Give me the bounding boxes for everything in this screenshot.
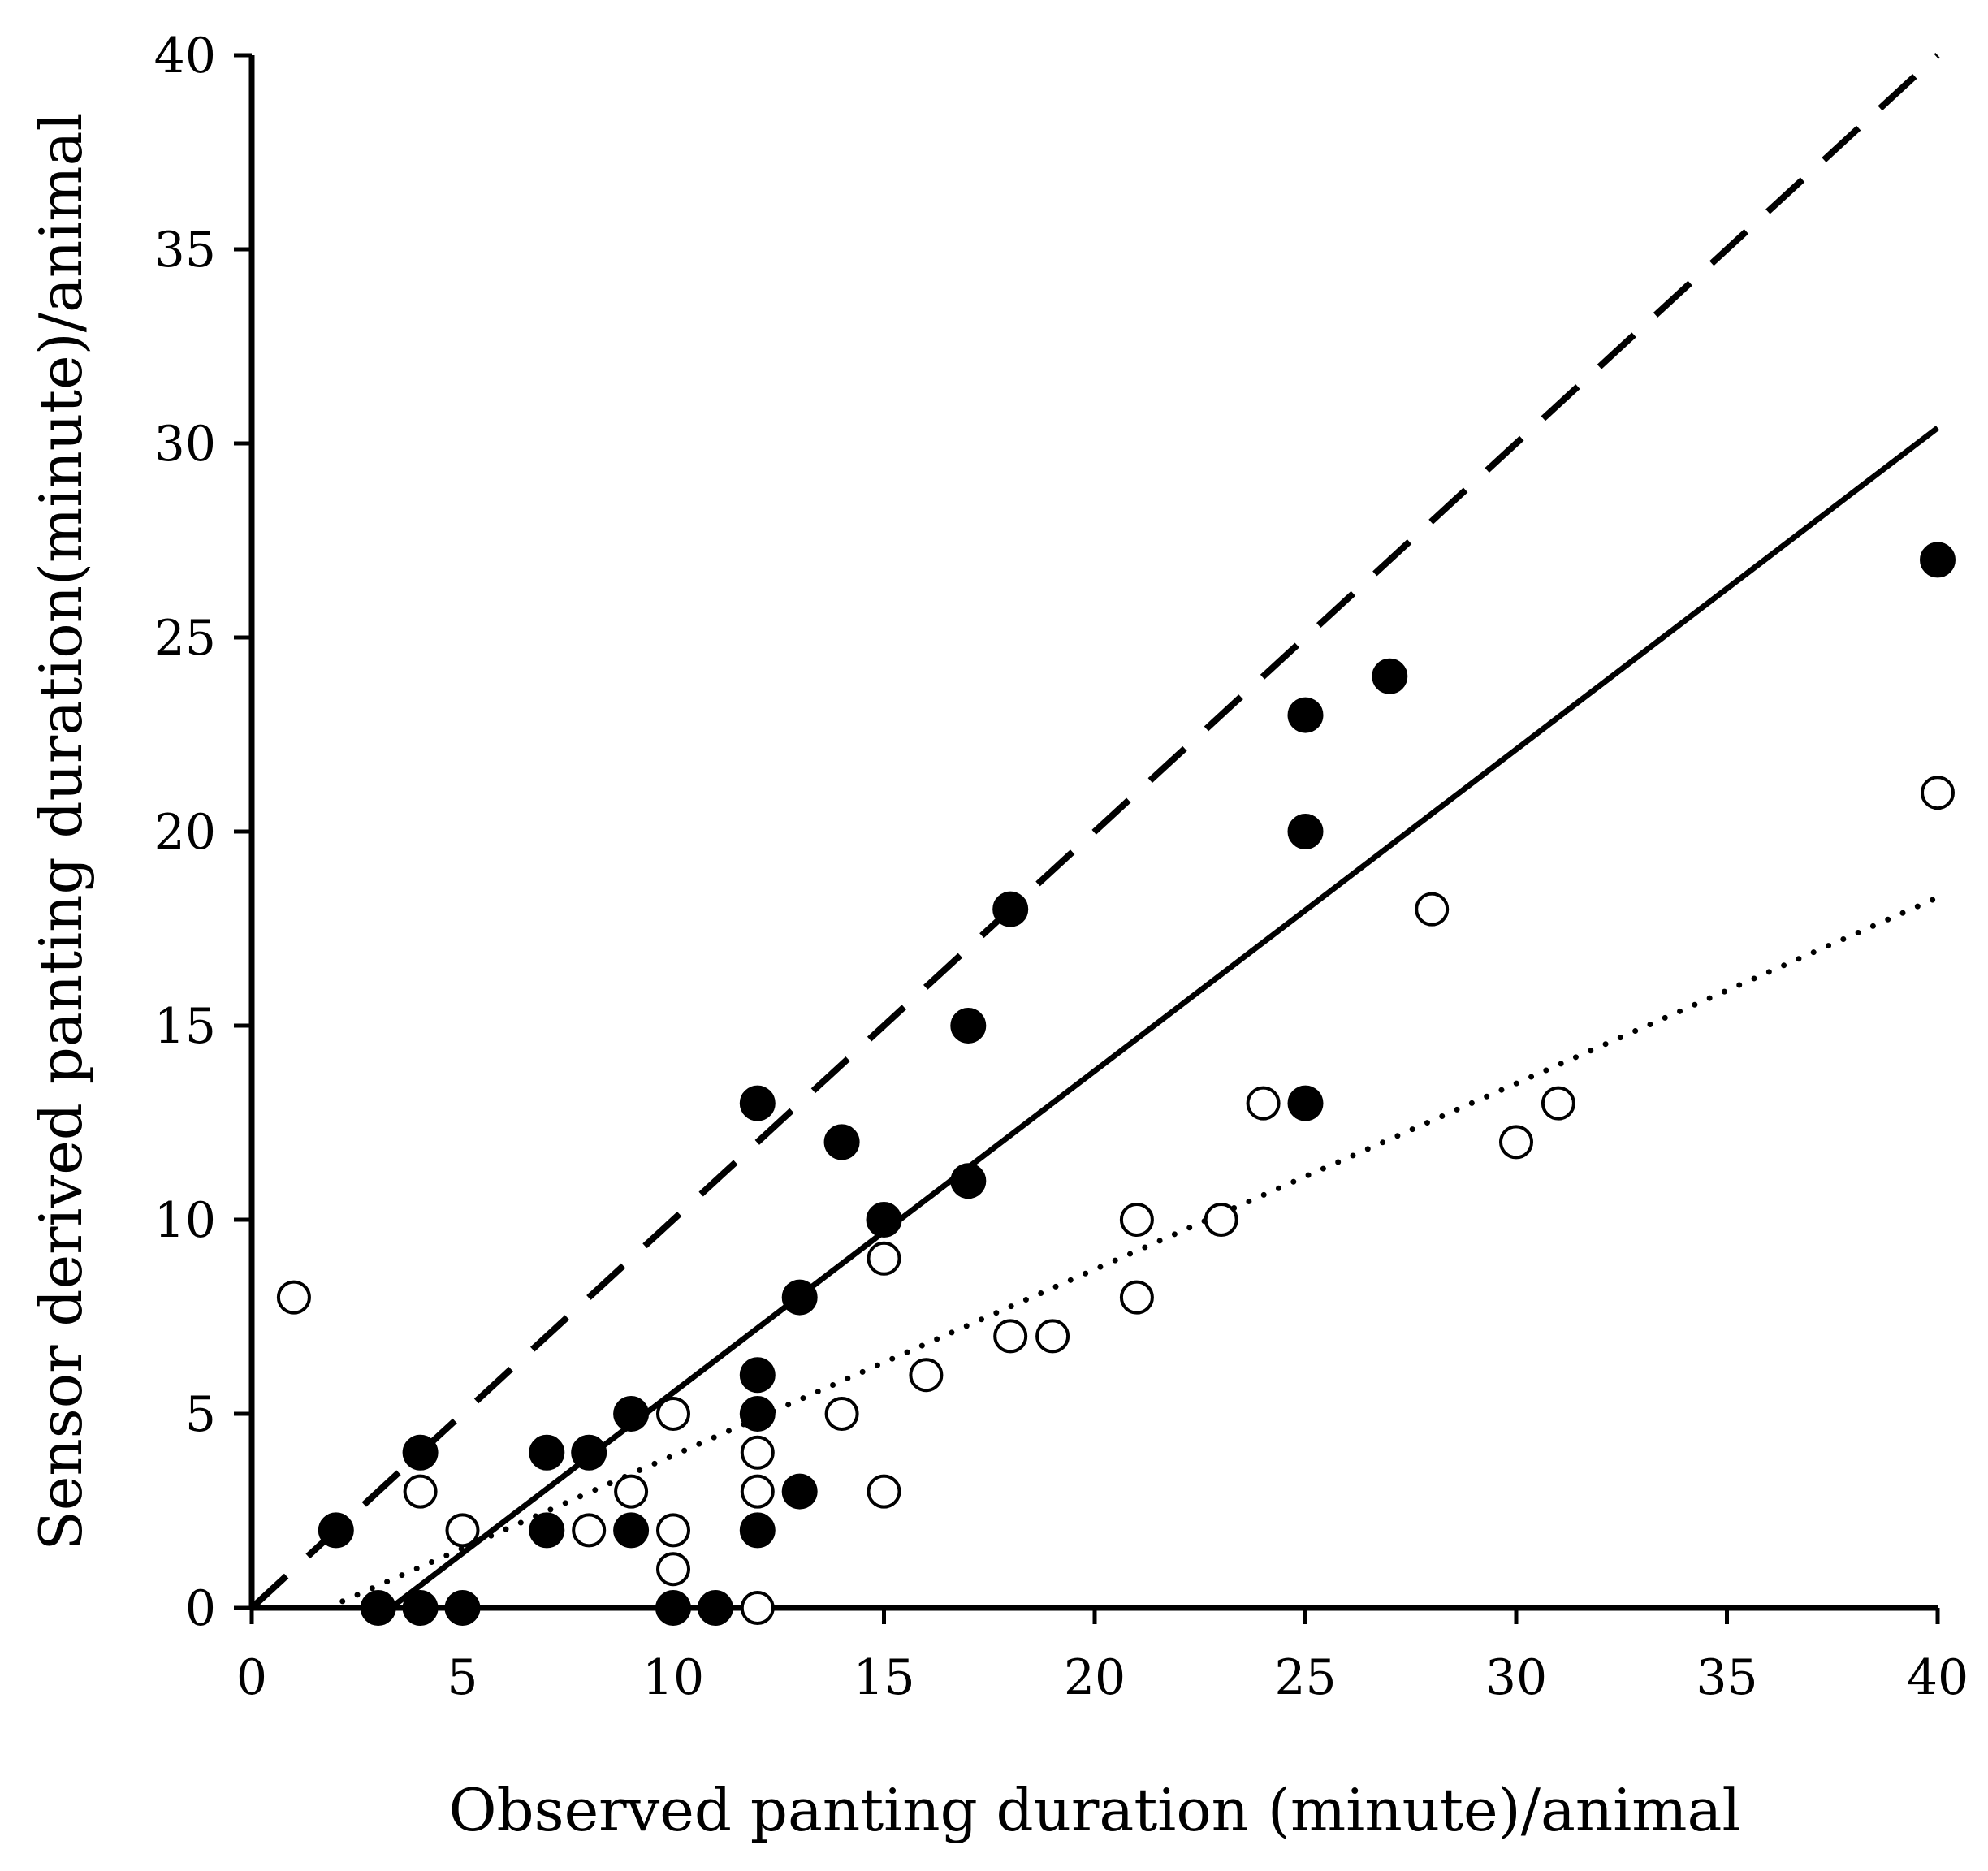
x-tick-label: 35 <box>1696 1649 1757 1706</box>
point-filled <box>1920 542 1956 578</box>
point-open <box>1415 892 1450 927</box>
y-tick-label: 20 <box>154 804 216 861</box>
point-open <box>824 1397 859 1431</box>
point-filled <box>781 1279 818 1316</box>
point-open <box>1246 1086 1281 1121</box>
line-fit-filled <box>389 426 1940 1610</box>
point-filled <box>992 891 1029 927</box>
x-axis-title: Observed panting duration (minute)/anima… <box>449 1776 1741 1844</box>
point-filled <box>1372 658 1408 694</box>
point-open <box>1119 1280 1154 1315</box>
y-tick-label: 25 <box>154 610 216 667</box>
point-filled <box>529 1434 565 1471</box>
x-tick-label: 15 <box>853 1649 914 1706</box>
point-filled <box>613 1396 650 1432</box>
x-tick-label: 40 <box>1907 1649 1969 1706</box>
point-filled <box>866 1202 902 1238</box>
point-filled <box>950 1008 987 1044</box>
point-open <box>740 1591 775 1625</box>
point-filled <box>360 1590 396 1626</box>
point-filled <box>781 1473 818 1510</box>
y-tick-label: 15 <box>154 998 216 1055</box>
point-open <box>1921 776 1955 810</box>
ticks-layer: 0 5 10 15 20 25 30 35 40 0 5 10 15 20 25 30 35 40 <box>154 28 1969 1706</box>
point-open <box>740 1474 775 1509</box>
y-axis-title: Sensor derived panting duration(minute)/… <box>27 112 95 1550</box>
point-filled <box>529 1512 565 1549</box>
point-open <box>1204 1203 1238 1237</box>
y-tick-label: 30 <box>154 416 216 473</box>
y-tick-label: 10 <box>154 1192 216 1249</box>
y-tick-label: 40 <box>154 28 216 84</box>
point-filled <box>655 1590 691 1626</box>
point-open <box>656 1552 690 1587</box>
point-open <box>403 1474 438 1509</box>
point-open <box>993 1319 1028 1354</box>
point-filled <box>950 1163 987 1199</box>
x-tick-label: 25 <box>1274 1649 1336 1706</box>
x-tick-label: 5 <box>447 1649 478 1706</box>
x-tick-label: 20 <box>1064 1649 1126 1706</box>
point-filled <box>739 1357 776 1394</box>
x-tick-label: 10 <box>642 1649 704 1706</box>
line-identity <box>249 53 1940 1610</box>
point-filled <box>739 1396 776 1432</box>
point-open <box>276 1280 311 1315</box>
lines-layer <box>249 53 1941 1611</box>
point-open <box>867 1241 901 1276</box>
point-filled <box>444 1590 481 1626</box>
y-tick-label: 35 <box>154 222 216 279</box>
point-filled <box>571 1434 607 1471</box>
y-tick-label: 5 <box>185 1386 216 1443</box>
point-filled <box>613 1512 650 1549</box>
points-layer <box>276 542 1956 1626</box>
point-open <box>656 1513 690 1548</box>
point-filled <box>739 1085 776 1121</box>
point-open <box>614 1474 649 1509</box>
point-open <box>445 1513 480 1548</box>
point-open <box>1499 1125 1533 1160</box>
point-filled <box>1287 814 1324 849</box>
point-open <box>1541 1086 1575 1121</box>
y-tick-label: 0 <box>185 1580 216 1637</box>
point-filled <box>823 1124 860 1160</box>
x-tick-label: 0 <box>236 1649 267 1706</box>
point-open <box>740 1435 775 1470</box>
point-open <box>656 1397 690 1431</box>
point-filled <box>318 1512 354 1549</box>
point-open <box>867 1474 901 1509</box>
point-filled <box>1287 697 1324 733</box>
line-fit-open <box>324 894 1941 1611</box>
point-filled <box>697 1590 733 1626</box>
point-open <box>1119 1203 1154 1237</box>
point-open <box>572 1513 607 1548</box>
point-filled <box>1287 1085 1324 1121</box>
point-filled <box>402 1434 439 1471</box>
point-open <box>909 1358 944 1393</box>
point-open <box>1035 1319 1070 1354</box>
point-filled <box>739 1512 776 1549</box>
point-filled <box>402 1590 439 1626</box>
x-tick-label: 30 <box>1485 1649 1547 1706</box>
